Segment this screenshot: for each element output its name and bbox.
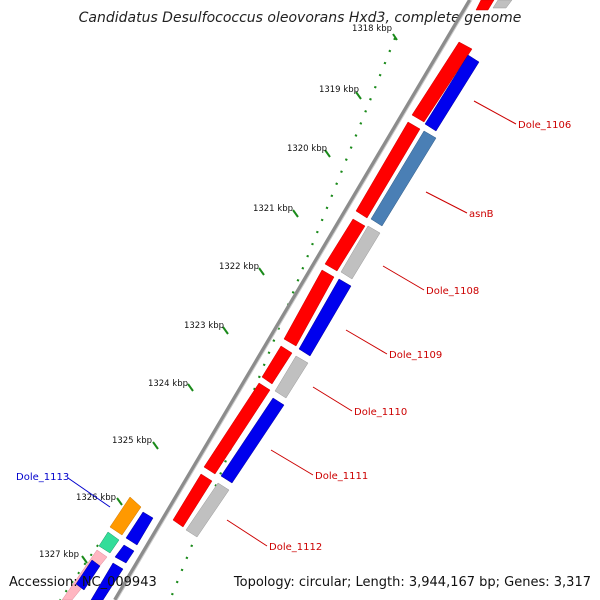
gene-label-dole-1108[interactable]: Dole_1108 (426, 286, 479, 297)
gene-forward-e[interactable] (261, 345, 293, 385)
gene-reverse-top-gray[interactable] (492, 0, 513, 9)
tick-mark (258, 267, 265, 276)
gene-reverse-1106[interactable] (424, 54, 480, 132)
genome-backbone-highlight (116, 0, 473, 600)
gene-forward-1106[interactable] (475, 0, 495, 11)
accession-text: Accession: NC_009943 (9, 575, 157, 590)
gene-label-asnb[interactable]: asnB (469, 209, 494, 220)
tick-mark (81, 555, 88, 564)
tick-mark (292, 209, 299, 218)
leader-line (312, 386, 353, 412)
tick-mark (222, 326, 229, 335)
gene-reverse-asnB[interactable] (370, 130, 437, 227)
gene-forward-c[interactable] (324, 218, 366, 272)
tick-label: 1325 kbp (112, 436, 152, 446)
gene-label-dole-1106[interactable]: Dole_1106 (518, 120, 571, 131)
gene-label-dole-1110[interactable]: Dole_1110 (354, 407, 407, 418)
gene-inner-blue-4[interactable] (75, 559, 101, 591)
gene-forward-b[interactable] (355, 121, 421, 219)
tick-mark (187, 383, 194, 392)
tick-label: 1321 kbp (253, 204, 293, 214)
leader-line (345, 329, 388, 355)
leader-line (473, 100, 517, 125)
leader-line (67, 477, 111, 508)
gene-inner-blue-2[interactable] (114, 544, 135, 564)
gene-forward-d[interactable] (283, 269, 335, 347)
tick-mark (392, 33, 398, 41)
tick-label: 1322 kbp (219, 262, 259, 272)
leader-line (270, 449, 314, 476)
leader-line (425, 191, 468, 214)
gene-inner-blue-3[interactable] (90, 562, 124, 600)
gene-inner-blue-1[interactable] (125, 511, 154, 546)
gene-label-dole-1111[interactable]: Dole_1111 (315, 471, 368, 482)
leader-line (226, 519, 268, 547)
gene-labels: Dole_1106 asnB Dole_1108 Dole_1109 Dole_… (16, 120, 571, 553)
gene-reverse-1112[interactable] (185, 482, 230, 538)
genome-backbone (113, 0, 472, 600)
gene-reverse-1108[interactable] (340, 225, 381, 280)
tick-label: 1318 kbp (352, 24, 392, 34)
tick-label: 1319 kbp (319, 85, 359, 95)
tick-label: 1324 kbp (148, 379, 188, 389)
tick-mark (324, 149, 331, 158)
reverse-strand-genes (185, 0, 513, 538)
gene-forward-f[interactable] (203, 382, 271, 475)
tick-marks: 1318 kbp 1319 kbp 1320 kbp 1321 kbp 1322… (39, 24, 398, 564)
gene-reverse-1110[interactable] (274, 355, 309, 399)
inner-ring-dots (59, 544, 99, 600)
gene-label-dole-1109[interactable]: Dole_1109 (389, 350, 442, 361)
gene-inner-orange[interactable] (109, 496, 142, 536)
genome-summary-text: Topology: circular; Length: 3,944,167 bp… (233, 575, 591, 590)
tick-mark (152, 441, 159, 450)
gene-forward-g[interactable] (172, 473, 213, 528)
tick-mark (355, 91, 362, 100)
tick-label: 1326 kbp (76, 493, 116, 503)
gene-forward-a[interactable] (411, 41, 473, 123)
forward-strand-genes (172, 0, 495, 528)
tick-label: 1327 kbp (39, 550, 79, 560)
gene-label-dole-1113[interactable]: Dole_1113 (16, 472, 69, 483)
inner-feature-genes (59, 496, 154, 600)
tick-label: 1320 kbp (287, 144, 327, 154)
gene-label-dole-1112[interactable]: Dole_1112 (269, 542, 322, 553)
gene-leader-lines (67, 100, 517, 547)
gene-reverse-1111[interactable] (220, 397, 285, 484)
map-title: Candidatus Desulfococcus oleovorans Hxd3… (79, 10, 522, 26)
gene-inner-green[interactable] (98, 531, 120, 554)
tick-mark (116, 497, 123, 506)
tick-label: 1323 kbp (184, 321, 224, 331)
gene-reverse-1109[interactable] (298, 278, 352, 357)
leader-line (382, 265, 425, 291)
